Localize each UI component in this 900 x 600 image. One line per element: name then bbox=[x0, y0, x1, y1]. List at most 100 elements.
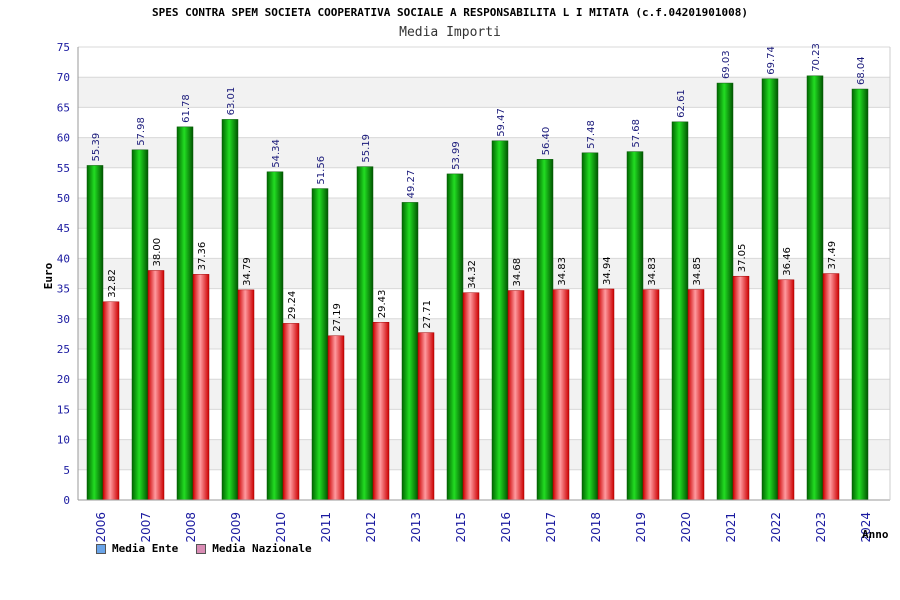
data-label: 57.98 bbox=[136, 117, 147, 146]
bar-media-nazionale bbox=[732, 275, 750, 501]
legend-label-media-ente: Media Ente bbox=[112, 542, 179, 555]
y-tick-label: 20 bbox=[57, 373, 70, 386]
data-label: 68.04 bbox=[856, 56, 867, 85]
plot-band bbox=[78, 77, 890, 108]
legend-item-media-nazionale: Media Nazionale bbox=[196, 542, 312, 555]
bar-media-nazionale bbox=[192, 274, 210, 501]
x-tick-label: 2023 bbox=[814, 512, 828, 543]
data-label: 38.00 bbox=[152, 238, 163, 267]
y-tick-label: 70 bbox=[57, 71, 70, 84]
bar-media-ente bbox=[266, 171, 284, 501]
bar-media-nazionale bbox=[372, 321, 390, 501]
axes bbox=[77, 47, 891, 501]
data-label: 57.48 bbox=[586, 120, 597, 149]
plot-band bbox=[78, 379, 890, 410]
plot-band bbox=[78, 228, 890, 259]
legend-label-media-nazionale: Media Nazionale bbox=[212, 542, 312, 555]
data-label: 37.49 bbox=[827, 241, 838, 270]
x-tick-label: 2006 bbox=[94, 512, 108, 543]
x-tick-label: 2019 bbox=[634, 512, 648, 543]
plot-band bbox=[78, 137, 890, 168]
bar-media-ente bbox=[446, 173, 464, 501]
bar-media-ente bbox=[176, 126, 194, 501]
y-tick-labels: 0 5 10 15 20 25 30 35 40 45 50 55 60 65 70 75 bbox=[57, 41, 70, 507]
data-label: 34.32 bbox=[467, 260, 478, 289]
x-tick-label: 2015 bbox=[454, 512, 468, 543]
bar-media-nazionale bbox=[507, 290, 525, 501]
data-label: 59.47 bbox=[496, 108, 507, 137]
data-label: 27.19 bbox=[332, 303, 343, 332]
bar-media-nazionale bbox=[282, 323, 300, 501]
legend: Media Ente Media Nazionale bbox=[96, 542, 312, 555]
data-label: 61.78 bbox=[181, 94, 192, 123]
data-label: 63.01 bbox=[226, 87, 237, 116]
plot-bands bbox=[78, 47, 890, 500]
data-label: 34.83 bbox=[647, 257, 658, 286]
x-tick-label: 2013 bbox=[409, 512, 423, 543]
data-label: 36.46 bbox=[782, 247, 793, 276]
y-tick-label: 15 bbox=[57, 403, 70, 416]
chart-title: SPES CONTRA SPEM SOCIETA COOPERATIVA SOC… bbox=[151, 6, 749, 19]
data-label: 62.61 bbox=[676, 89, 687, 118]
y-axis-label: Euro bbox=[42, 262, 55, 289]
plot-band bbox=[78, 349, 890, 380]
data-label: 69.74 bbox=[766, 46, 777, 75]
plot-band bbox=[78, 409, 890, 440]
bar-media-nazionale bbox=[147, 270, 165, 501]
data-label: 57.68 bbox=[631, 119, 642, 148]
data-label: 27.71 bbox=[422, 300, 433, 329]
gridlines bbox=[78, 46, 890, 501]
legend-item-media-ente: Media Ente bbox=[96, 542, 178, 555]
bar-media-nazionale bbox=[462, 292, 480, 501]
data-label: 51.56 bbox=[316, 156, 327, 185]
plot-band bbox=[78, 439, 890, 470]
x-tick-label: 2012 bbox=[364, 512, 378, 543]
plot-band bbox=[78, 47, 890, 78]
y-tick-label: 50 bbox=[57, 192, 70, 205]
bar-media-ente bbox=[536, 159, 554, 501]
y-tick-label: 75 bbox=[57, 41, 70, 54]
y-tick-label: 45 bbox=[57, 222, 70, 235]
bar-media-nazionale bbox=[417, 332, 435, 501]
bar-media-ente bbox=[491, 140, 509, 501]
chart-subtitle: Media Importi bbox=[399, 25, 501, 40]
data-label: 55.19 bbox=[361, 134, 372, 163]
x-tick-label: 2008 bbox=[184, 512, 198, 543]
data-label: 34.79 bbox=[242, 257, 253, 286]
plot-band bbox=[78, 198, 890, 229]
data-label: 37.05 bbox=[737, 244, 748, 273]
data-label: 29.24 bbox=[287, 291, 298, 320]
x-axis-label: Anno bbox=[862, 528, 889, 541]
bar-media-nazionale bbox=[777, 279, 795, 501]
x-tick-label: 2017 bbox=[544, 512, 558, 543]
bar-media-ente bbox=[626, 151, 644, 501]
data-label: 37.36 bbox=[197, 242, 208, 271]
data-label: 69.03 bbox=[721, 50, 732, 79]
data-label: 55.39 bbox=[91, 133, 102, 162]
legend-swatch-media-nazionale bbox=[196, 543, 207, 554]
y-tick-label: 10 bbox=[57, 434, 70, 447]
bar-media-ente bbox=[806, 75, 824, 501]
data-label: 34.85 bbox=[692, 257, 703, 286]
plot-band bbox=[78, 318, 890, 349]
data-label: 34.94 bbox=[602, 256, 613, 285]
y-tick-label: 0 bbox=[63, 494, 70, 507]
y-tick-label: 65 bbox=[57, 101, 70, 114]
bar-media-nazionale bbox=[327, 335, 345, 501]
bar-media-ente bbox=[356, 166, 374, 501]
x-tick-labels: 2006 2007 2008 2009 2010 2011 2012 2013 2015 2016… bbox=[94, 512, 873, 543]
x-tick-label: 2022 bbox=[769, 512, 783, 543]
y-tick-label: 55 bbox=[57, 162, 70, 175]
plot-band bbox=[78, 167, 890, 198]
bar-media-nazionale bbox=[822, 273, 840, 501]
x-tick-label: 2011 bbox=[319, 512, 333, 543]
plot-band bbox=[78, 107, 890, 138]
data-label: 53.99 bbox=[451, 141, 462, 170]
bar-media-ente bbox=[131, 149, 149, 501]
y-tick-label: 35 bbox=[57, 283, 70, 296]
x-tick-label: 2018 bbox=[589, 512, 603, 543]
x-tick-label: 2021 bbox=[724, 512, 738, 543]
bar-media-ente bbox=[311, 188, 329, 501]
bar-media-nazionale bbox=[552, 289, 570, 501]
